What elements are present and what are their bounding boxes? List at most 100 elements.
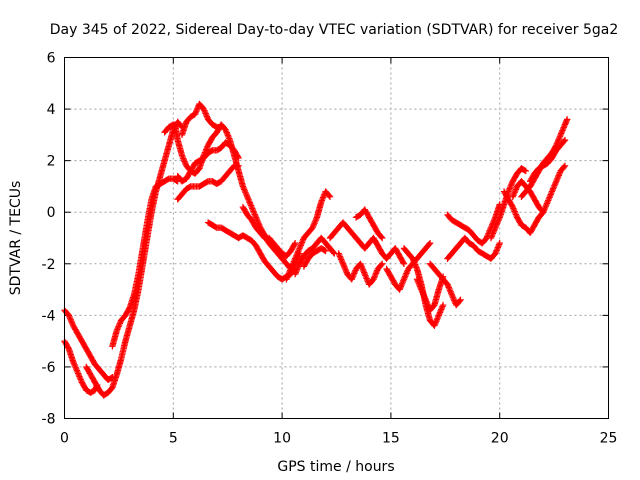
- data-point: [412, 262, 419, 270]
- data-point: [554, 175, 561, 182]
- data-point: [244, 195, 252, 202]
- data-point: [421, 295, 429, 302]
- data-point: [424, 301, 431, 308]
- data-point: [222, 126, 229, 133]
- data-point: [512, 209, 519, 217]
- data-point: [116, 320, 124, 327]
- data-point: [551, 181, 559, 188]
- data-point: [77, 376, 84, 383]
- data-point: [217, 123, 225, 131]
- data-point: [451, 297, 458, 304]
- data-point: [357, 260, 364, 267]
- data-point: [397, 284, 404, 292]
- data-point: [433, 316, 441, 323]
- data-point: [555, 172, 562, 179]
- data-point: [293, 252, 300, 259]
- data-point: [193, 106, 201, 114]
- data-point: [360, 269, 368, 276]
- data-point: [252, 212, 259, 220]
- data-point: [290, 258, 298, 265]
- data-point: [448, 291, 456, 298]
- data-point: [287, 265, 295, 273]
- data-point: [242, 190, 250, 197]
- data-point: [372, 270, 380, 277]
- data-point: [250, 208, 257, 215]
- data-point: [543, 200, 551, 207]
- data-point: [310, 221, 318, 228]
- data-point: [522, 167, 530, 175]
- data-point: [313, 215, 320, 223]
- data-point: [244, 193, 251, 200]
- data-point: [552, 179, 559, 186]
- data-point: [289, 261, 296, 268]
- data-point: [420, 290, 427, 298]
- data-point: [416, 283, 424, 290]
- data-point: [357, 262, 365, 269]
- data-point: [362, 272, 369, 279]
- data-point: [545, 195, 553, 203]
- data-point: [446, 285, 453, 293]
- data-point: [194, 105, 201, 112]
- data-point: [549, 185, 557, 192]
- data-point: [557, 131, 564, 139]
- data-point: [322, 247, 329, 255]
- data-point: [556, 170, 563, 178]
- data-point: [73, 365, 80, 373]
- plot-frame: [64, 57, 609, 419]
- data-point: [444, 281, 451, 288]
- data-point: [296, 245, 303, 252]
- data-point: [431, 320, 439, 328]
- data-point: [436, 309, 444, 316]
- data-point: [561, 136, 569, 144]
- data-point: [203, 111, 210, 119]
- data-point: [225, 133, 232, 141]
- data-point: [349, 274, 356, 281]
- data-point: [291, 270, 299, 278]
- data-point: [439, 303, 446, 310]
- data-point: [401, 273, 409, 280]
- data-point: [243, 192, 250, 199]
- data-point: [487, 234, 495, 242]
- data-point: [291, 239, 299, 247]
- data-point: [285, 270, 293, 277]
- data-point: [508, 202, 516, 209]
- y-tick-label: -6: [42, 360, 56, 376]
- y-tick-label: -4: [42, 308, 56, 324]
- data-point: [234, 153, 242, 160]
- data-point: [512, 187, 519, 195]
- data-point: [114, 326, 121, 333]
- data-point: [546, 194, 553, 201]
- data-point: [336, 251, 343, 259]
- data-point: [180, 156, 188, 164]
- data-point: [298, 239, 306, 246]
- data-point: [351, 270, 358, 277]
- data-point: [309, 223, 317, 230]
- data-point: [321, 247, 328, 254]
- data-point: [493, 247, 500, 254]
- data-point: [249, 205, 256, 212]
- x-tick-label: 15: [382, 431, 400, 447]
- data-point: [438, 306, 445, 313]
- data-point: [540, 209, 547, 216]
- y-tick-label: 2: [47, 154, 56, 170]
- x-tick-label: 5: [169, 431, 178, 447]
- data-point: [349, 273, 357, 280]
- data-point: [403, 268, 411, 276]
- data-point: [286, 268, 293, 276]
- data-point: [542, 203, 549, 210]
- data-point: [204, 143, 211, 150]
- data-point: [318, 197, 326, 204]
- data-point: [512, 211, 520, 218]
- data-point: [410, 256, 417, 264]
- data-point: [76, 374, 84, 382]
- data-point: [222, 127, 230, 135]
- data-point: [350, 271, 357, 279]
- data-point: [285, 271, 292, 279]
- data-point: [192, 109, 199, 116]
- grid-lines: [64, 57, 609, 419]
- data-point: [74, 368, 81, 376]
- data-point: [294, 249, 301, 256]
- data-point: [295, 246, 303, 253]
- data-point: [362, 273, 370, 281]
